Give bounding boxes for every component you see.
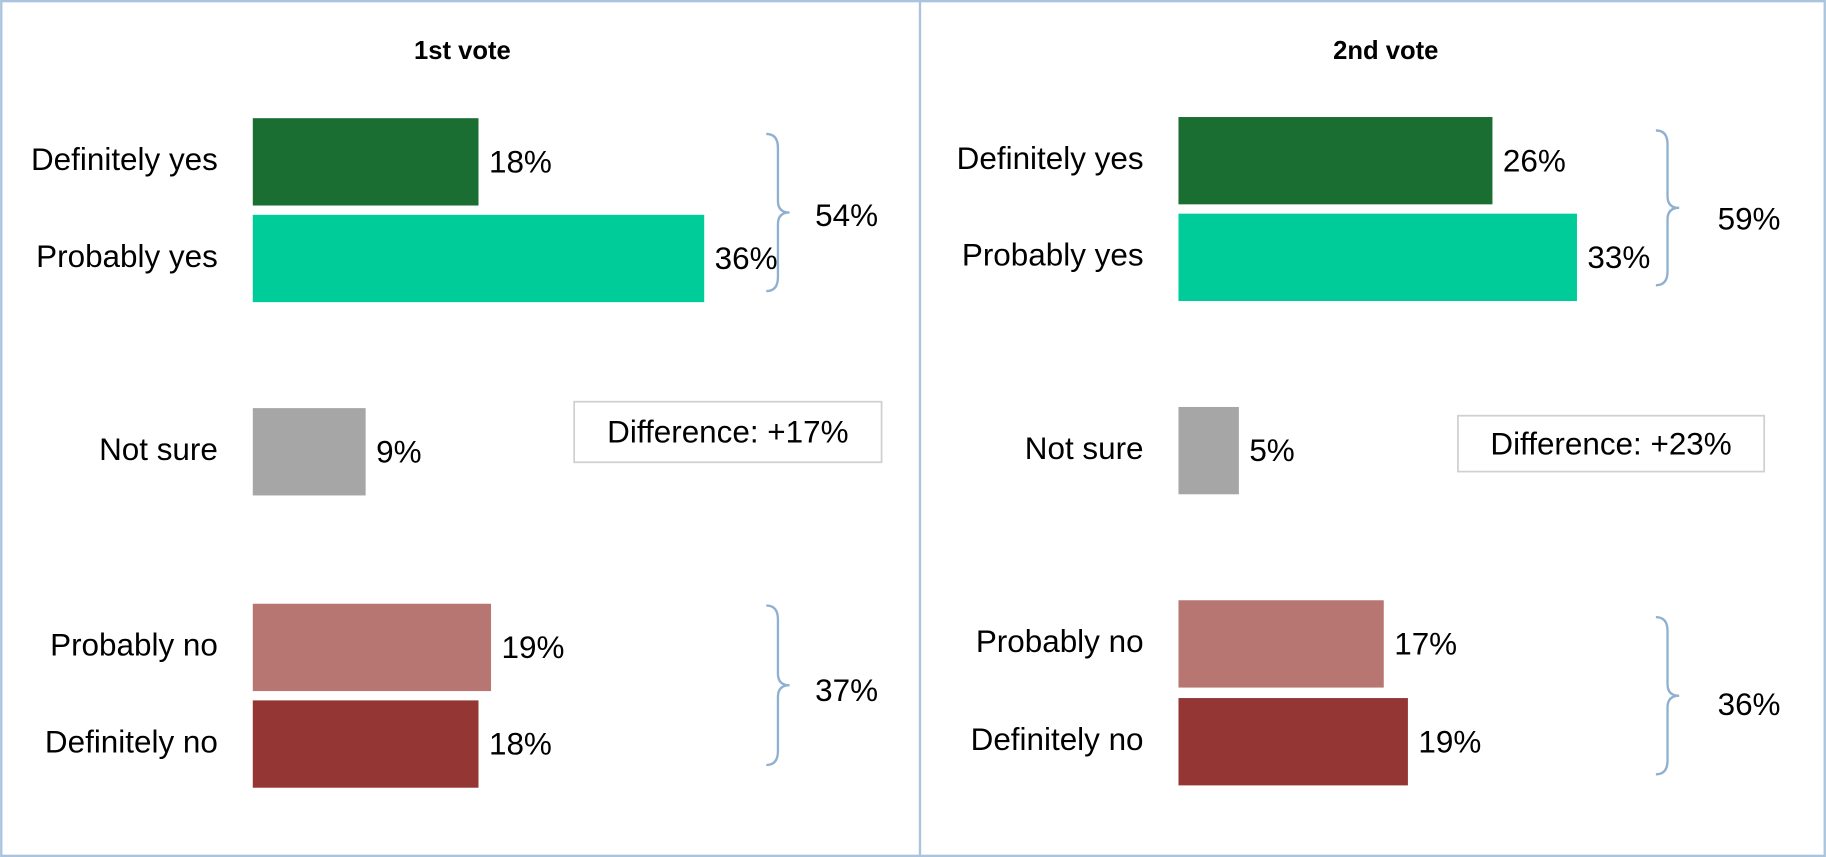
value-label: 36% (715, 241, 778, 276)
difference-label: Difference: +17% (607, 415, 848, 450)
bar (1178, 600, 1384, 688)
bracket (1655, 129, 1680, 287)
category-label: Probably yes (962, 238, 1144, 273)
bar (1178, 698, 1408, 786)
value-label: 19% (502, 630, 565, 665)
category-label: Probably no (50, 628, 218, 663)
chart-title: 2nd vote (1333, 37, 1438, 65)
difference-label: Difference: +23% (1490, 426, 1731, 461)
value-label: 33% (1587, 240, 1650, 275)
value-label: 19% (1418, 724, 1481, 759)
value-label: 26% (1503, 143, 1566, 178)
value-label: 18% (489, 727, 552, 762)
category-label: Definitely no (971, 722, 1144, 757)
category-label: Probably no (976, 624, 1144, 659)
bracket (766, 132, 790, 293)
bar (252, 214, 705, 303)
bracket (766, 604, 790, 767)
category-label: Not sure (1025, 431, 1144, 466)
value-label: 9% (376, 434, 421, 469)
category-label: Definitely yes (957, 141, 1144, 176)
bar (1178, 117, 1493, 205)
bar (252, 700, 479, 788)
group-total: 37% (815, 673, 878, 708)
bracket (1655, 615, 1680, 776)
bar (1178, 213, 1577, 301)
group-total: 59% (1718, 202, 1781, 237)
value-label: 18% (489, 144, 552, 179)
category-label: Definitely yes (31, 142, 218, 177)
bar (252, 408, 366, 496)
bar (1178, 406, 1239, 495)
difference-box (573, 400, 883, 464)
value-label: 17% (1394, 627, 1457, 662)
bar (252, 603, 492, 692)
category-label: Probably yes (36, 239, 218, 274)
chart-title: 1st vote (414, 37, 511, 65)
category-label: Definitely no (45, 724, 218, 759)
difference-box (1457, 414, 1766, 473)
group-total: 36% (1718, 687, 1781, 722)
category-label: Not sure (99, 432, 218, 467)
bar (252, 118, 479, 206)
value-label: 5% (1249, 433, 1294, 468)
group-total: 54% (815, 198, 878, 233)
